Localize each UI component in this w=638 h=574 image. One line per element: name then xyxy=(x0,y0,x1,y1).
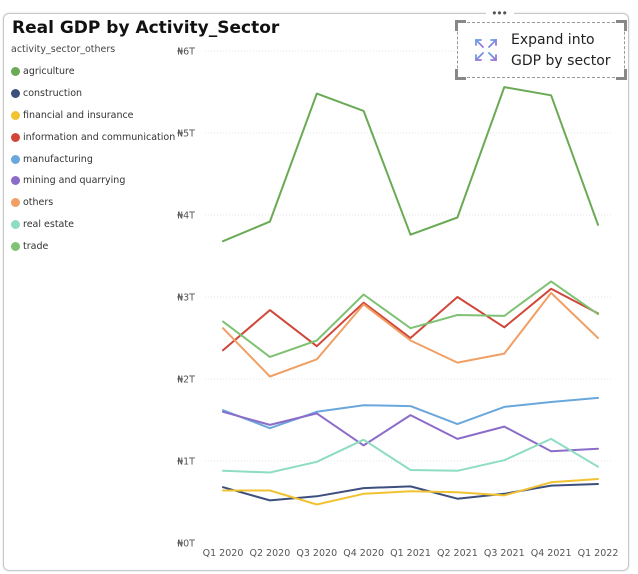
x-tick-label: Q3 2021 xyxy=(484,548,525,559)
legend-item[interactable]: mining and quarrying xyxy=(9,170,175,192)
legend-marker xyxy=(11,89,20,99)
series-line-manufacturing xyxy=(222,396,599,430)
legend-marker xyxy=(11,154,20,164)
series-line-real-estate xyxy=(222,437,599,474)
chart-visual-container[interactable] xyxy=(3,13,629,571)
y-tick-label: ₦6T xyxy=(177,47,195,58)
y-tick-label: ₦3T xyxy=(177,293,195,304)
legend-label: manufacturing xyxy=(23,153,93,165)
legend-item[interactable]: financial and insurance xyxy=(9,105,175,127)
legend-item[interactable]: manufacturing xyxy=(9,148,175,170)
legend-marker xyxy=(11,241,20,251)
x-tick-label: Q1 2022 xyxy=(578,548,619,559)
legend-label: agriculture xyxy=(23,66,75,78)
more-options-icon[interactable]: ••• xyxy=(486,7,514,20)
legend-item[interactable]: construction xyxy=(9,83,175,105)
legend-label: real estate xyxy=(23,218,74,230)
legend-label: financial and insurance xyxy=(23,109,134,121)
legend-marker xyxy=(11,219,20,229)
selection-handle xyxy=(616,69,627,80)
y-tick-label: ₦5T xyxy=(177,129,195,140)
series-line-agriculture xyxy=(222,86,599,243)
legend-label: construction xyxy=(23,88,83,100)
x-tick-label: Q3 2020 xyxy=(296,548,337,559)
legend-marker xyxy=(11,110,20,120)
y-tick-label: ₦4T xyxy=(177,211,195,222)
expand-arrows-icon xyxy=(475,39,497,61)
legend-title: activity_sector_others xyxy=(11,44,116,55)
y-tick-label: ₦0T xyxy=(177,539,195,550)
legend-marker xyxy=(11,132,20,142)
selection-handle xyxy=(616,20,627,31)
series-line-trade xyxy=(222,280,599,358)
legend-label: trade xyxy=(23,240,49,252)
x-tick-label: Q1 2020 xyxy=(203,548,244,559)
legend-item[interactable]: trade xyxy=(9,235,175,257)
series-line-construction xyxy=(222,483,599,502)
legend-label: others xyxy=(23,197,54,209)
legend-marker xyxy=(11,176,20,186)
legend-label: information and communication xyxy=(23,131,176,143)
legend-item[interactable]: others xyxy=(9,192,175,214)
x-tick-label: Q4 2020 xyxy=(343,548,384,559)
series-line-information-and-communication xyxy=(222,287,599,352)
series-line-mining-and-quarrying xyxy=(222,410,599,453)
legend-item[interactable]: real estate xyxy=(9,214,175,236)
selection-handle xyxy=(455,20,466,31)
legend-item[interactable]: information and communication xyxy=(9,126,175,148)
expand-into-gdp-by-sector-button[interactable]: Expand into GDP by sector xyxy=(455,20,627,80)
legend-marker xyxy=(11,198,20,208)
x-tick-label: Q2 2021 xyxy=(437,548,478,559)
y-tick-label: ₦2T xyxy=(177,375,195,386)
series-line-others xyxy=(222,291,599,378)
chart-title: Real GDP by Activity_Sector xyxy=(12,18,280,38)
selection-handle xyxy=(455,69,466,80)
legend-marker xyxy=(11,67,20,77)
legend-item[interactable]: agriculture xyxy=(9,61,175,83)
series-line-financial-and-insurance xyxy=(222,478,599,506)
x-tick-label: Q1 2021 xyxy=(390,548,431,559)
x-tick-label: Q2 2020 xyxy=(250,548,291,559)
legend-label: mining and quarrying xyxy=(23,175,126,187)
y-tick-label: ₦1T xyxy=(177,457,195,468)
x-tick-label: Q4 2021 xyxy=(531,548,572,559)
chart-legend: activity_sector_others agriculture constr… xyxy=(9,44,175,257)
expand-button-label: Expand into GDP by sector xyxy=(511,32,611,69)
